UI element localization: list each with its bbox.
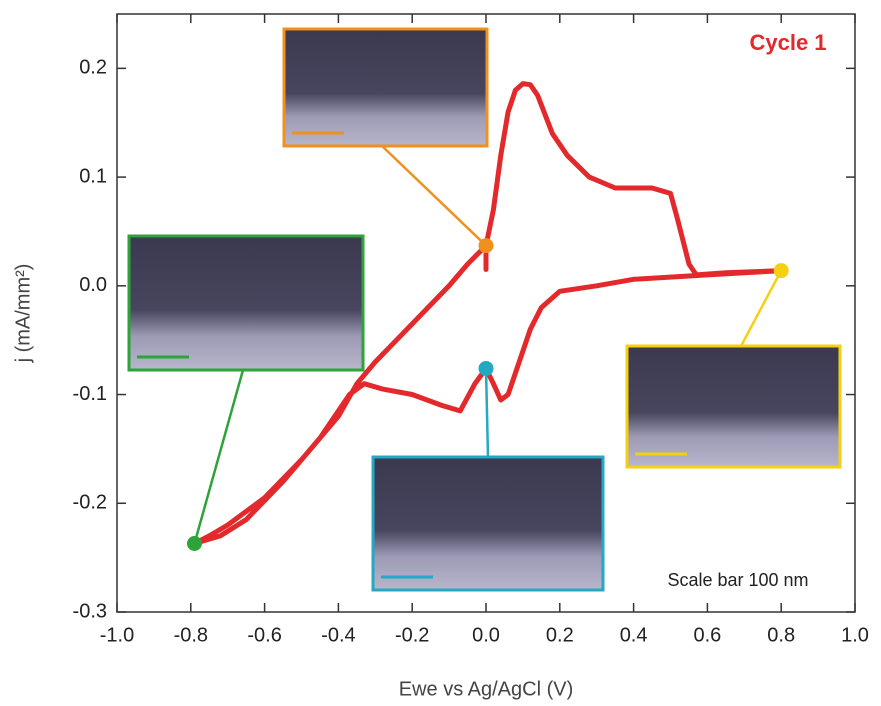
cv-curve <box>192 81 784 546</box>
y-tick-label: 0.1 <box>79 165 107 187</box>
connector <box>484 368 490 458</box>
x-axis-title: Ewe vs Ag/AgCl (V) <box>399 678 574 700</box>
marker <box>773 263 789 279</box>
y-tick-label: -0.1 <box>73 383 107 405</box>
x-tick-label: 1.0 <box>841 624 869 646</box>
y-axis-title: j (mA/mm²) <box>12 264 34 364</box>
sem-inset <box>282 27 489 148</box>
x-tick-label: -1.0 <box>100 624 134 646</box>
marker <box>186 536 202 552</box>
x-tick-label: 0.2 <box>546 624 574 646</box>
sem-inset <box>625 344 842 469</box>
x-tick-label: -0.2 <box>395 624 429 646</box>
y-tick-label: 0.2 <box>79 57 107 79</box>
sem-inset <box>127 234 365 372</box>
y-tick-label: 0.0 <box>79 274 107 296</box>
x-tick-label: 0.8 <box>767 624 795 646</box>
scale-note: Scale bar 100 nm <box>667 570 808 590</box>
x-tick-label: -0.4 <box>321 624 355 646</box>
y-tick-label: -0.2 <box>73 492 107 514</box>
x-tick-label: -0.6 <box>247 624 281 646</box>
marker <box>478 360 494 376</box>
x-tick-label: 0.6 <box>693 624 721 646</box>
connector <box>381 145 487 247</box>
marker <box>478 238 494 254</box>
connector <box>193 369 245 544</box>
x-tick-label: 0.0 <box>472 624 500 646</box>
cycle-label: Cycle 1 <box>749 30 826 55</box>
y-tick-label: -0.3 <box>73 600 107 622</box>
x-tick-label: -0.8 <box>174 624 208 646</box>
connector <box>739 270 783 347</box>
x-tick-label: 0.4 <box>620 624 648 646</box>
sem-inset <box>371 455 605 592</box>
